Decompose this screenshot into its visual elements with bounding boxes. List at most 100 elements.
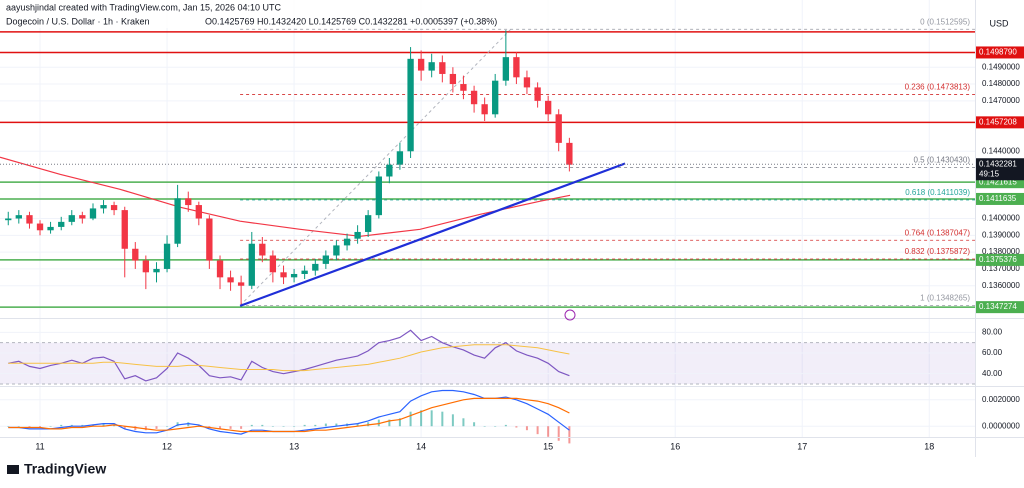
candle-body	[534, 87, 541, 101]
macd-histogram-bar	[144, 426, 147, 431]
price-label: 0.1411635	[979, 194, 1017, 203]
candle-body	[322, 255, 330, 264]
fib-label: 0.764 (0.1387047)	[905, 228, 971, 237]
macd-histogram-bar	[536, 426, 539, 435]
candle-body	[428, 62, 435, 71]
y-tick-label: 0.1400000	[982, 214, 1020, 223]
candle-body	[523, 77, 531, 88]
macd-histogram-bar	[240, 426, 243, 429]
macd-histogram-bar	[60, 424, 63, 427]
macd-histogram-bar	[324, 423, 327, 427]
y-tick-label: 0.1490000	[982, 62, 1020, 71]
candle-body	[566, 142, 573, 165]
macd-histogram-bar	[420, 410, 423, 427]
macd-histogram-bar	[462, 418, 465, 427]
candle-body	[195, 205, 202, 219]
macd-histogram-bar	[293, 426, 296, 427]
x-tick-label: 12	[162, 441, 172, 451]
candle-body	[481, 104, 488, 115]
x-tick-label: 16	[670, 441, 680, 451]
macd-histogram-bar	[547, 426, 550, 437]
macd-histogram-bar	[367, 422, 370, 427]
fib-label: 0.832 (0.1375872)	[905, 247, 971, 256]
fib-diagonal	[239, 28, 512, 306]
macd-histogram-bar	[409, 411, 412, 427]
y-tick-label: 0.1380000	[982, 247, 1020, 256]
candle-body	[100, 205, 107, 209]
macd-histogram-bar	[7, 426, 10, 427]
candle-body	[185, 198, 192, 206]
trendline	[239, 162, 626, 307]
x-tick-label: 17	[797, 441, 807, 451]
macd-histogram-bar	[314, 424, 317, 427]
macd-histogram-bar	[282, 426, 285, 427]
candle-body	[89, 208, 97, 219]
ohlc: O0.1425769 H0.1432420 L0.1425769 C0.1432…	[205, 16, 497, 26]
y-tick-label: 0.1370000	[982, 264, 1020, 273]
price-label-box	[976, 253, 1024, 266]
macd-histogram-bar	[229, 426, 232, 429]
macd-histogram-bar	[250, 424, 253, 427]
fib-label: 0.5 (0.1430430)	[914, 155, 971, 164]
macd-histogram-bar	[271, 426, 274, 427]
fib-label: 0 (0.1512595)	[920, 17, 970, 26]
candle-body	[407, 58, 414, 152]
rsi-line	[8, 344, 570, 372]
candle-body	[502, 57, 510, 81]
macd-histogram-bar	[335, 423, 338, 427]
candle-body	[386, 164, 393, 177]
y-tick-label: 0.1360000	[982, 281, 1020, 290]
rsi-line	[8, 329, 570, 382]
logo-text: TradingView	[24, 461, 106, 477]
candle-body	[15, 215, 22, 219]
macd-histogram-bar	[557, 426, 560, 441]
macd-histogram-bar	[568, 426, 571, 444]
candle-body	[174, 198, 181, 244]
fib-label: 0.618 (0.1411039)	[905, 188, 970, 197]
price-label: 0.1421615	[979, 177, 1017, 186]
price-label: 0.1498790	[979, 48, 1017, 57]
macd-histogram-bar	[28, 426, 31, 428]
logo-mark	[7, 465, 19, 474]
y-tick-label: 0.1390000	[982, 230, 1020, 239]
macd-histogram-bar	[377, 419, 380, 427]
candle-body	[375, 176, 382, 216]
last-price-box	[976, 158, 1024, 181]
y-tick-label: 0.1480000	[982, 79, 1020, 88]
candle-body	[26, 215, 33, 224]
macd-histogram-bar	[70, 424, 73, 427]
macd-histogram-bar	[388, 419, 391, 427]
candle-body	[364, 215, 372, 232]
candle-body	[280, 272, 287, 278]
y-tick-label: 0.1440000	[982, 146, 1020, 155]
countdown: 49:15	[979, 169, 1000, 178]
candle-body	[47, 226, 54, 231]
event-icon[interactable]	[564, 309, 576, 321]
candle-body	[513, 57, 520, 78]
y-tick-label: 0.1470000	[982, 96, 1020, 105]
candle-body	[417, 58, 425, 71]
price-label-box	[976, 46, 1024, 59]
macd-histogram-bar	[49, 426, 52, 427]
candle-body	[555, 114, 562, 143]
candle-body	[290, 273, 298, 278]
candle-body	[449, 73, 457, 85]
candle-body	[470, 90, 478, 105]
y-tick-label: 40.00	[982, 369, 1003, 378]
macd-histogram-bar	[219, 426, 222, 429]
candle-body	[36, 223, 44, 231]
macd-histogram-bar	[102, 423, 105, 427]
candle-body	[354, 231, 361, 239]
x-tick-label: 15	[543, 441, 553, 451]
macd-histogram-bar	[187, 422, 190, 427]
macd-histogram-bar	[473, 422, 476, 427]
candle-body	[248, 243, 255, 286]
macd-histogram-bar	[441, 411, 444, 427]
macd-histogram-bar	[197, 424, 200, 427]
candle-body	[237, 282, 245, 286]
price-label-box	[976, 192, 1024, 205]
candle-body	[259, 243, 266, 256]
price-label: 0.1347274	[979, 302, 1017, 311]
